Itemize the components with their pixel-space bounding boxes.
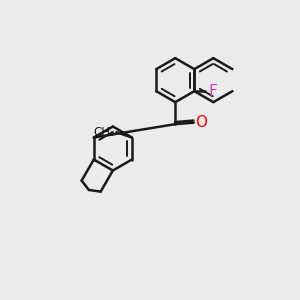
Text: O: O [195, 115, 207, 130]
Text: CH₃: CH₃ [94, 126, 115, 139]
Text: F: F [208, 84, 217, 99]
